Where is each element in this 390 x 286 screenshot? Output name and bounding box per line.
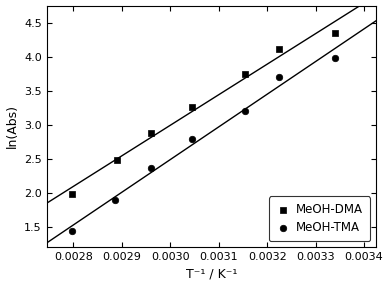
MeOH-DMA xyxy=(114,158,120,162)
MeOH-TMA xyxy=(148,166,154,171)
MeOH-TMA xyxy=(242,109,248,113)
MeOH-TMA xyxy=(112,198,118,203)
MeOH-DMA xyxy=(189,105,195,110)
X-axis label: T⁻¹ / K⁻¹: T⁻¹ / K⁻¹ xyxy=(186,267,237,281)
Y-axis label: ln(Abs): ln(Abs) xyxy=(5,104,19,148)
MeOH-DMA xyxy=(69,192,75,196)
MeOH-TMA xyxy=(189,136,195,141)
MeOH-TMA xyxy=(69,229,75,233)
MeOH-DMA xyxy=(148,131,154,136)
MeOH-DMA xyxy=(276,46,282,51)
MeOH-DMA xyxy=(332,31,338,35)
MeOH-TMA xyxy=(276,75,282,80)
MeOH-DMA xyxy=(242,72,248,76)
Legend: MeOH-DMA, MeOH-TMA: MeOH-DMA, MeOH-TMA xyxy=(269,196,370,241)
MeOH-TMA xyxy=(332,55,338,60)
